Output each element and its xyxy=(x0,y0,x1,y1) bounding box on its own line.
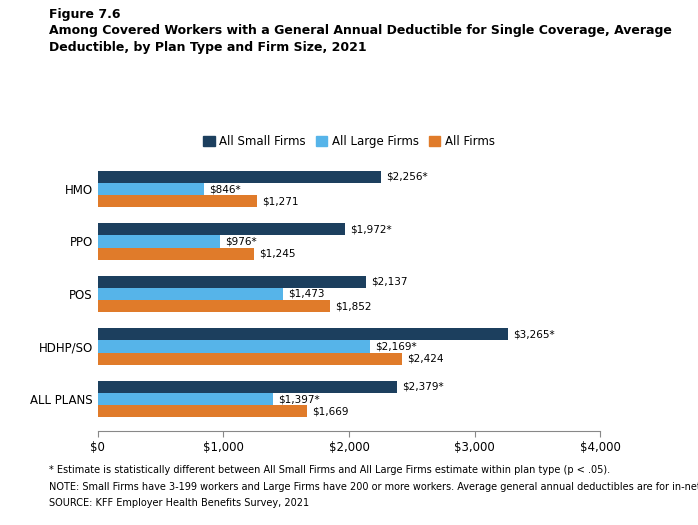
Text: $3,265*: $3,265* xyxy=(513,329,555,340)
Bar xyxy=(98,247,254,259)
Bar xyxy=(98,288,283,300)
Bar xyxy=(98,276,366,288)
Text: NOTE: Small Firms have 3-199 workers and Large Firms have 200 or more workers. A: NOTE: Small Firms have 3-199 workers and… xyxy=(49,482,698,492)
Bar xyxy=(98,183,204,195)
Text: $1,397*: $1,397* xyxy=(279,394,320,404)
Text: $846*: $846* xyxy=(209,184,241,194)
Legend: All Small Firms, All Large Firms, All Firms: All Small Firms, All Large Firms, All Fi… xyxy=(198,131,500,153)
Text: Deductible, by Plan Type and Firm Size, 2021: Deductible, by Plan Type and Firm Size, … xyxy=(49,41,366,54)
Text: $2,379*: $2,379* xyxy=(401,382,443,392)
Text: $2,169*: $2,169* xyxy=(376,341,417,352)
Text: $1,245: $1,245 xyxy=(259,248,296,259)
Bar xyxy=(98,236,221,248)
Bar xyxy=(98,300,330,312)
Text: $1,669: $1,669 xyxy=(313,406,349,416)
Bar xyxy=(98,195,258,207)
Text: * Estimate is statistically different between All Small Firms and All Large Firm: * Estimate is statistically different be… xyxy=(49,465,610,475)
Text: $2,424: $2,424 xyxy=(408,353,444,364)
Bar xyxy=(98,171,381,183)
Bar xyxy=(98,224,346,235)
Bar xyxy=(98,329,508,340)
Text: $1,852: $1,852 xyxy=(336,301,372,311)
Text: $1,271: $1,271 xyxy=(262,196,299,206)
Bar xyxy=(98,341,370,353)
Bar xyxy=(98,393,273,405)
Text: SOURCE: KFF Employer Health Benefits Survey, 2021: SOURCE: KFF Employer Health Benefits Sur… xyxy=(49,498,309,508)
Text: Among Covered Workers with a General Annual Deductible for Single Coverage, Aver: Among Covered Workers with a General Ann… xyxy=(49,24,671,37)
Text: Figure 7.6: Figure 7.6 xyxy=(49,8,120,21)
Text: $1,473: $1,473 xyxy=(288,289,325,299)
Text: $976*: $976* xyxy=(225,236,257,247)
Bar xyxy=(98,381,396,393)
Text: $1,972*: $1,972* xyxy=(350,224,392,235)
Bar xyxy=(98,405,307,417)
Bar xyxy=(98,353,402,364)
Text: $2,137: $2,137 xyxy=(371,277,408,287)
Text: $2,256*: $2,256* xyxy=(386,172,428,182)
